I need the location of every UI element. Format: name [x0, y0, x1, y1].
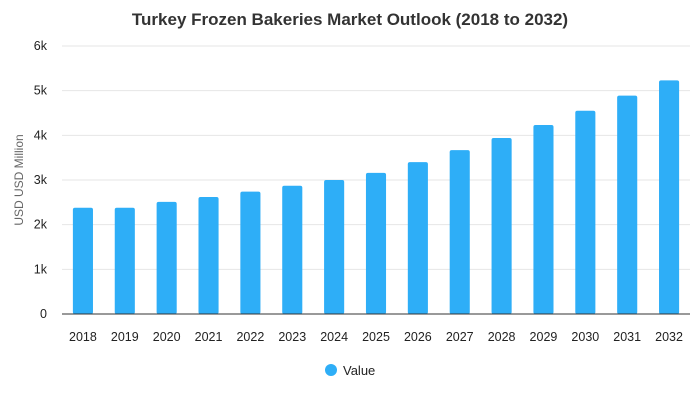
bar-2020[interactable] — [156, 201, 177, 314]
y-tick-label: 1k — [34, 262, 48, 276]
legend-label-value: Value — [343, 363, 375, 378]
y-tick-label: 3k — [34, 173, 48, 187]
bar-2032[interactable] — [659, 80, 680, 314]
bar-2019[interactable] — [114, 207, 135, 314]
y-axis-label: USD USD Million — [12, 134, 26, 225]
x-tick-label: 2028 — [488, 330, 516, 344]
x-tick-label: 2018 — [69, 330, 97, 344]
x-axis-ticks: 2018 2019 2020 2021 2022 2023 2024 2025 2026 2027… — [69, 330, 683, 344]
x-tick-label: 2027 — [446, 330, 474, 344]
bar-2018[interactable] — [72, 207, 93, 314]
bar-2029[interactable] — [533, 125, 554, 314]
x-tick-label: 2026 — [404, 330, 432, 344]
x-tick-label: 2019 — [111, 330, 139, 344]
bar-2023[interactable] — [282, 185, 303, 314]
x-tick-label: 2020 — [153, 330, 181, 344]
y-tick-label: 0 — [40, 307, 47, 321]
y-tick-label: 2k — [34, 218, 48, 232]
x-tick-label: 2029 — [530, 330, 558, 344]
x-tick-label: 2031 — [613, 330, 641, 344]
x-tick-label: 2021 — [195, 330, 223, 344]
y-axis-ticks: 0 1k 2k 3k 4k 5k 6k — [34, 39, 48, 321]
bar-2021[interactable] — [198, 196, 219, 314]
bar-2031[interactable] — [617, 95, 638, 314]
bar-2026[interactable] — [407, 162, 428, 314]
y-tick-label: 5k — [34, 84, 48, 98]
chart-title: Turkey Frozen Bakeries Market Outlook (2… — [132, 10, 568, 29]
bar-2027[interactable] — [449, 150, 470, 314]
bars — [72, 80, 680, 315]
bar-2022[interactable] — [240, 191, 261, 314]
legend[interactable]: Value — [325, 363, 375, 378]
y-tick-label: 6k — [34, 39, 48, 53]
x-tick-label: 2022 — [236, 330, 264, 344]
x-tick-label: 2025 — [362, 330, 390, 344]
bar-2028[interactable] — [491, 138, 512, 314]
y-tick-label: 4k — [34, 128, 48, 142]
bar-2025[interactable] — [365, 172, 387, 314]
x-tick-label: 2024 — [320, 330, 348, 344]
bar-2030[interactable] — [575, 110, 596, 315]
bar-2024[interactable] — [324, 180, 345, 314]
x-tick-label: 2032 — [655, 330, 683, 344]
legend-swatch-value — [325, 364, 337, 376]
x-tick-label: 2030 — [571, 330, 599, 344]
x-tick-label: 2023 — [278, 330, 306, 344]
